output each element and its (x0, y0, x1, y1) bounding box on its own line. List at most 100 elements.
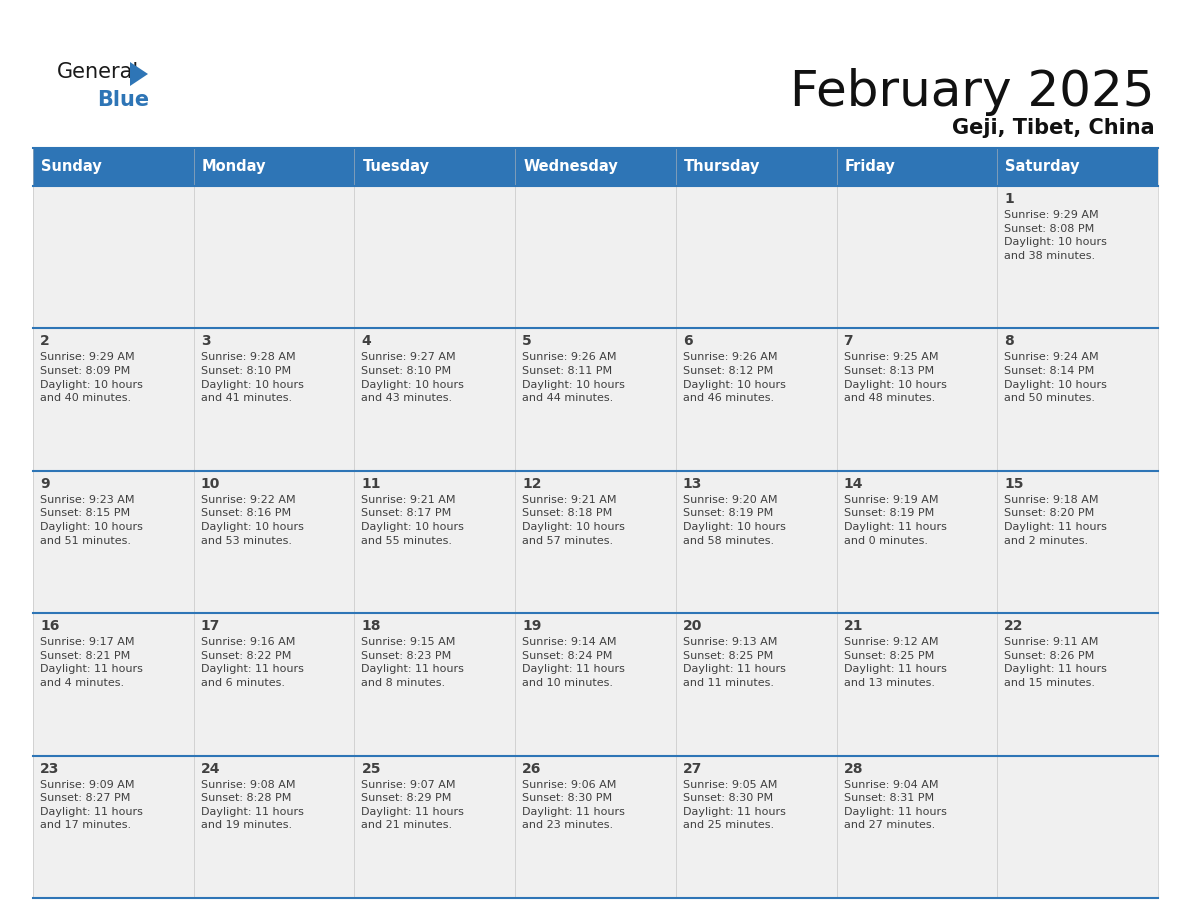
Text: 22: 22 (1004, 620, 1024, 633)
Text: 4: 4 (361, 334, 371, 349)
Text: Sunrise: 9:26 AM
Sunset: 8:12 PM
Daylight: 10 hours
and 46 minutes.: Sunrise: 9:26 AM Sunset: 8:12 PM Dayligh… (683, 353, 785, 403)
Bar (997, 756, 1158, 898)
Bar (354, 471, 516, 613)
Bar (33, 756, 194, 898)
Text: Sunrise: 9:23 AM
Sunset: 8:15 PM
Daylight: 10 hours
and 51 minutes.: Sunrise: 9:23 AM Sunset: 8:15 PM Dayligh… (40, 495, 143, 545)
Text: Sunrise: 9:26 AM
Sunset: 8:11 PM
Daylight: 10 hours
and 44 minutes.: Sunrise: 9:26 AM Sunset: 8:11 PM Dayligh… (523, 353, 625, 403)
Bar (354, 329, 516, 471)
Text: 23: 23 (40, 762, 59, 776)
Text: 14: 14 (843, 476, 862, 491)
Text: Sunrise: 9:21 AM
Sunset: 8:18 PM
Daylight: 10 hours
and 57 minutes.: Sunrise: 9:21 AM Sunset: 8:18 PM Dayligh… (523, 495, 625, 545)
Text: 20: 20 (683, 620, 702, 633)
Text: 16: 16 (40, 620, 59, 633)
Bar (997, 329, 1158, 471)
Text: Sunrise: 9:11 AM
Sunset: 8:26 PM
Daylight: 11 hours
and 15 minutes.: Sunrise: 9:11 AM Sunset: 8:26 PM Dayligh… (1004, 637, 1107, 688)
Text: 25: 25 (361, 762, 381, 776)
Polygon shape (129, 62, 148, 86)
Bar (836, 329, 997, 471)
Bar (354, 756, 516, 898)
Bar (516, 186, 676, 329)
Bar (836, 471, 997, 613)
Text: Sunrise: 9:15 AM
Sunset: 8:23 PM
Daylight: 11 hours
and 8 minutes.: Sunrise: 9:15 AM Sunset: 8:23 PM Dayligh… (361, 637, 465, 688)
Text: Sunday: Sunday (42, 160, 102, 174)
Bar (33, 148, 194, 186)
Bar (194, 756, 354, 898)
Text: Sunrise: 9:13 AM
Sunset: 8:25 PM
Daylight: 11 hours
and 11 minutes.: Sunrise: 9:13 AM Sunset: 8:25 PM Dayligh… (683, 637, 785, 688)
Bar (676, 148, 836, 186)
Text: Tuesday: Tuesday (362, 160, 429, 174)
Text: 18: 18 (361, 620, 381, 633)
Text: Sunrise: 9:07 AM
Sunset: 8:29 PM
Daylight: 11 hours
and 21 minutes.: Sunrise: 9:07 AM Sunset: 8:29 PM Dayligh… (361, 779, 465, 831)
Bar (997, 471, 1158, 613)
Text: 9: 9 (40, 476, 50, 491)
Text: Sunrise: 9:12 AM
Sunset: 8:25 PM
Daylight: 11 hours
and 13 minutes.: Sunrise: 9:12 AM Sunset: 8:25 PM Dayligh… (843, 637, 947, 688)
Bar (194, 471, 354, 613)
Bar (676, 613, 836, 756)
Text: 1: 1 (1004, 192, 1015, 206)
Bar (997, 148, 1158, 186)
Text: 19: 19 (523, 620, 542, 633)
Text: Sunrise: 9:29 AM
Sunset: 8:08 PM
Daylight: 10 hours
and 38 minutes.: Sunrise: 9:29 AM Sunset: 8:08 PM Dayligh… (1004, 210, 1107, 261)
Bar (516, 148, 676, 186)
Text: Sunrise: 9:22 AM
Sunset: 8:16 PM
Daylight: 10 hours
and 53 minutes.: Sunrise: 9:22 AM Sunset: 8:16 PM Dayligh… (201, 495, 304, 545)
Bar (516, 756, 676, 898)
Text: Wednesday: Wednesday (523, 160, 618, 174)
Text: 2: 2 (40, 334, 50, 349)
Text: Sunrise: 9:28 AM
Sunset: 8:10 PM
Daylight: 10 hours
and 41 minutes.: Sunrise: 9:28 AM Sunset: 8:10 PM Dayligh… (201, 353, 304, 403)
Text: 26: 26 (523, 762, 542, 776)
Bar (676, 471, 836, 613)
Text: 15: 15 (1004, 476, 1024, 491)
Text: Friday: Friday (845, 160, 896, 174)
Text: 13: 13 (683, 476, 702, 491)
Text: 17: 17 (201, 620, 220, 633)
Bar (836, 613, 997, 756)
Text: 27: 27 (683, 762, 702, 776)
Text: Thursday: Thursday (684, 160, 760, 174)
Bar (516, 329, 676, 471)
Text: Sunrise: 9:24 AM
Sunset: 8:14 PM
Daylight: 10 hours
and 50 minutes.: Sunrise: 9:24 AM Sunset: 8:14 PM Dayligh… (1004, 353, 1107, 403)
Text: 24: 24 (201, 762, 220, 776)
Bar (676, 329, 836, 471)
Text: Sunrise: 9:20 AM
Sunset: 8:19 PM
Daylight: 10 hours
and 58 minutes.: Sunrise: 9:20 AM Sunset: 8:19 PM Dayligh… (683, 495, 785, 545)
Bar (836, 186, 997, 329)
Text: 21: 21 (843, 620, 862, 633)
Bar (354, 613, 516, 756)
Text: Sunrise: 9:08 AM
Sunset: 8:28 PM
Daylight: 11 hours
and 19 minutes.: Sunrise: 9:08 AM Sunset: 8:28 PM Dayligh… (201, 779, 304, 831)
Text: Saturday: Saturday (1005, 160, 1080, 174)
Text: General: General (57, 62, 139, 82)
Text: Geji, Tibet, China: Geji, Tibet, China (953, 118, 1155, 138)
Text: 12: 12 (523, 476, 542, 491)
Text: Sunrise: 9:25 AM
Sunset: 8:13 PM
Daylight: 10 hours
and 48 minutes.: Sunrise: 9:25 AM Sunset: 8:13 PM Dayligh… (843, 353, 947, 403)
Bar (194, 329, 354, 471)
Text: Sunrise: 9:09 AM
Sunset: 8:27 PM
Daylight: 11 hours
and 17 minutes.: Sunrise: 9:09 AM Sunset: 8:27 PM Dayligh… (40, 779, 143, 831)
Bar (354, 148, 516, 186)
Text: 28: 28 (843, 762, 862, 776)
Bar (997, 186, 1158, 329)
Bar (516, 613, 676, 756)
Text: Sunrise: 9:18 AM
Sunset: 8:20 PM
Daylight: 11 hours
and 2 minutes.: Sunrise: 9:18 AM Sunset: 8:20 PM Dayligh… (1004, 495, 1107, 545)
Bar (354, 186, 516, 329)
Text: Sunrise: 9:19 AM
Sunset: 8:19 PM
Daylight: 11 hours
and 0 minutes.: Sunrise: 9:19 AM Sunset: 8:19 PM Dayligh… (843, 495, 947, 545)
Text: Sunrise: 9:04 AM
Sunset: 8:31 PM
Daylight: 11 hours
and 27 minutes.: Sunrise: 9:04 AM Sunset: 8:31 PM Dayligh… (843, 779, 947, 831)
Text: 5: 5 (523, 334, 532, 349)
Bar (194, 186, 354, 329)
Text: Sunrise: 9:21 AM
Sunset: 8:17 PM
Daylight: 10 hours
and 55 minutes.: Sunrise: 9:21 AM Sunset: 8:17 PM Dayligh… (361, 495, 465, 545)
Text: Sunrise: 9:27 AM
Sunset: 8:10 PM
Daylight: 10 hours
and 43 minutes.: Sunrise: 9:27 AM Sunset: 8:10 PM Dayligh… (361, 353, 465, 403)
Text: Sunrise: 9:05 AM
Sunset: 8:30 PM
Daylight: 11 hours
and 25 minutes.: Sunrise: 9:05 AM Sunset: 8:30 PM Dayligh… (683, 779, 785, 831)
Bar (33, 613, 194, 756)
Text: 11: 11 (361, 476, 381, 491)
Text: Sunrise: 9:29 AM
Sunset: 8:09 PM
Daylight: 10 hours
and 40 minutes.: Sunrise: 9:29 AM Sunset: 8:09 PM Dayligh… (40, 353, 143, 403)
Bar (33, 471, 194, 613)
Bar (194, 148, 354, 186)
Bar (836, 148, 997, 186)
Text: 10: 10 (201, 476, 220, 491)
Text: Sunrise: 9:17 AM
Sunset: 8:21 PM
Daylight: 11 hours
and 4 minutes.: Sunrise: 9:17 AM Sunset: 8:21 PM Dayligh… (40, 637, 143, 688)
Text: 7: 7 (843, 334, 853, 349)
Text: 8: 8 (1004, 334, 1015, 349)
Bar (676, 186, 836, 329)
Bar (997, 613, 1158, 756)
Text: February 2025: February 2025 (790, 68, 1155, 116)
Text: Monday: Monday (202, 160, 266, 174)
Bar (33, 186, 194, 329)
Bar (194, 613, 354, 756)
